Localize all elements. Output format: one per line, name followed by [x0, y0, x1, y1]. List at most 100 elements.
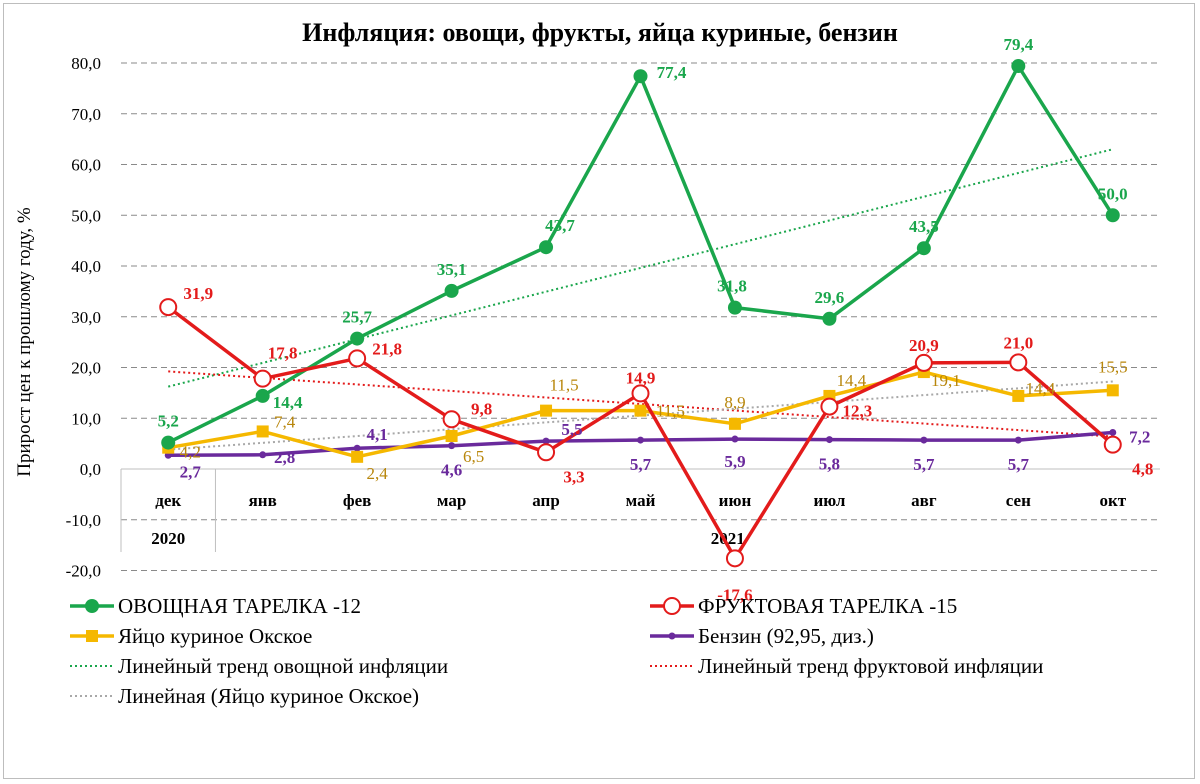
data-label: 5,8: [819, 455, 840, 474]
data-label: 20,9: [909, 336, 939, 355]
data-label: 50,0: [1098, 184, 1128, 203]
data-point: [1106, 384, 1119, 397]
data-label: 9,8: [471, 399, 492, 418]
legend-item: Линейная (Яйцо куриное Окское): [70, 684, 419, 708]
data-label: 29,6: [815, 288, 845, 307]
axes: -20,0 -10,0 0,0 10,0 20,0 30,0 40,0 50,0 60,0 70,…: [66, 54, 1160, 581]
data-label: 2,8: [274, 448, 295, 467]
data-label: 4,6: [441, 461, 462, 480]
data-point: [631, 384, 650, 403]
trend-lines: [167, 148, 1114, 451]
data-label: 31,9: [183, 284, 213, 303]
data-label: 14,4: [273, 393, 303, 412]
x-tick-label: фев: [343, 491, 372, 510]
data-point: [259, 451, 267, 459]
x-tick-label: окт: [1099, 491, 1126, 510]
x-tick-label: янв: [249, 491, 277, 510]
grid: [121, 62, 1160, 571]
data-point: [256, 425, 269, 438]
legend-label: ОВОЩНАЯ ТАРЕЛКА -12: [118, 594, 361, 618]
data-label: 17,8: [268, 344, 298, 363]
data-point: [444, 283, 459, 298]
legend-marker: [663, 597, 681, 615]
y-axis-label: Прирост цен к прошлому году, %: [14, 207, 35, 477]
data-point: [825, 436, 833, 444]
data-point: [725, 549, 744, 568]
x-tick-label: авг: [911, 491, 937, 510]
chart-title: Инфляция: овощи, фрукты, яйца куриные, б…: [302, 18, 898, 47]
y-tick-label: 0,0: [80, 460, 101, 479]
y-tick-label: 20,0: [71, 359, 101, 378]
data-point: [351, 450, 364, 463]
x-tick-label: апр: [532, 491, 560, 510]
data-point: [637, 436, 644, 444]
data-point: [542, 437, 550, 445]
data-label: 31,8: [717, 277, 747, 296]
data-label: 11,5: [549, 376, 578, 395]
data-point: [822, 311, 837, 326]
chart-frame: [3, 3, 1195, 779]
data-point: [540, 404, 553, 417]
data-point: [633, 69, 648, 84]
legend-label: Линейная (Яйцо куриное Окское): [118, 684, 419, 708]
data-point: [161, 435, 176, 450]
data-label: 5,9: [724, 452, 745, 471]
data-label: 19,1: [931, 371, 961, 390]
data-point: [348, 349, 367, 368]
data-point: [820, 397, 839, 416]
legend-item: Линейный тренд фруктовой инфляции: [650, 654, 1043, 678]
data-label: 4,2: [180, 443, 201, 462]
legend-marker: [86, 630, 98, 642]
x-tick-label: июл: [813, 491, 845, 510]
data-label: 5,7: [913, 455, 935, 474]
y-tick-label: 80,0: [71, 54, 101, 73]
y-tick-label: -20,0: [66, 562, 101, 581]
data-label: 5,7: [1008, 455, 1030, 474]
trend-line: [167, 148, 1114, 388]
data-label: 14,4: [1025, 379, 1055, 398]
data-label: 5,7: [630, 455, 652, 474]
legend-marker: [668, 632, 676, 640]
data-label: 25,7: [342, 308, 372, 327]
x-tick-label: мар: [437, 491, 466, 510]
data-label: 43,5: [909, 217, 939, 236]
legend-item: Линейный тренд овощной инфляции: [70, 654, 448, 678]
data-point: [539, 240, 554, 255]
data-label: 79,4: [1003, 35, 1033, 54]
data-point: [916, 241, 931, 256]
data-point: [537, 443, 556, 462]
legend-label: Линейный тренд овощной инфляции: [118, 654, 448, 678]
y-tick-label: 50,0: [71, 206, 101, 225]
legend-item: Бензин (92,95, диз.): [650, 624, 874, 648]
x-tick-label: июн: [719, 491, 752, 510]
data-point: [914, 353, 933, 372]
data-point: [253, 369, 272, 388]
data-label: 7,2: [1129, 427, 1150, 446]
y-tick-label: 70,0: [71, 105, 101, 124]
data-label: 11,5: [656, 402, 685, 421]
data-label: 2,4: [367, 464, 389, 483]
data-point: [255, 388, 270, 403]
legend-label: ФРУКТОВАЯ ТАРЕЛКА -15: [698, 594, 957, 618]
data-label: 5,2: [158, 412, 179, 431]
data-point: [1103, 435, 1122, 454]
data-labels: 5,2 14,4 25,7 35,1 43,7 77,4 31,8 29,6 43,5 79,4 5…: [158, 35, 1154, 604]
legend: ОВОЩНАЯ ТАРЕЛКА -12 ФРУКТОВАЯ ТАРЕЛКА -15…: [70, 594, 1043, 708]
legend-label: Бензин (92,95, диз.): [698, 624, 874, 648]
data-point: [634, 404, 647, 417]
data-label: 14,4: [837, 371, 867, 390]
legend-label: Яйцо куриное Окское: [118, 624, 312, 648]
data-point: [727, 300, 742, 315]
x-tick-label: сен: [1006, 491, 1031, 510]
data-point: [353, 444, 361, 452]
data-point: [448, 442, 456, 450]
data-label: 21,8: [372, 339, 402, 358]
data-label: 5,5: [561, 420, 582, 439]
data-label: 43,7: [545, 216, 575, 235]
data-label: 2,7: [180, 462, 202, 481]
data-point: [1014, 436, 1022, 444]
data-label: 6,5: [463, 447, 484, 466]
data-point: [442, 410, 461, 429]
data-point: [1105, 208, 1120, 223]
